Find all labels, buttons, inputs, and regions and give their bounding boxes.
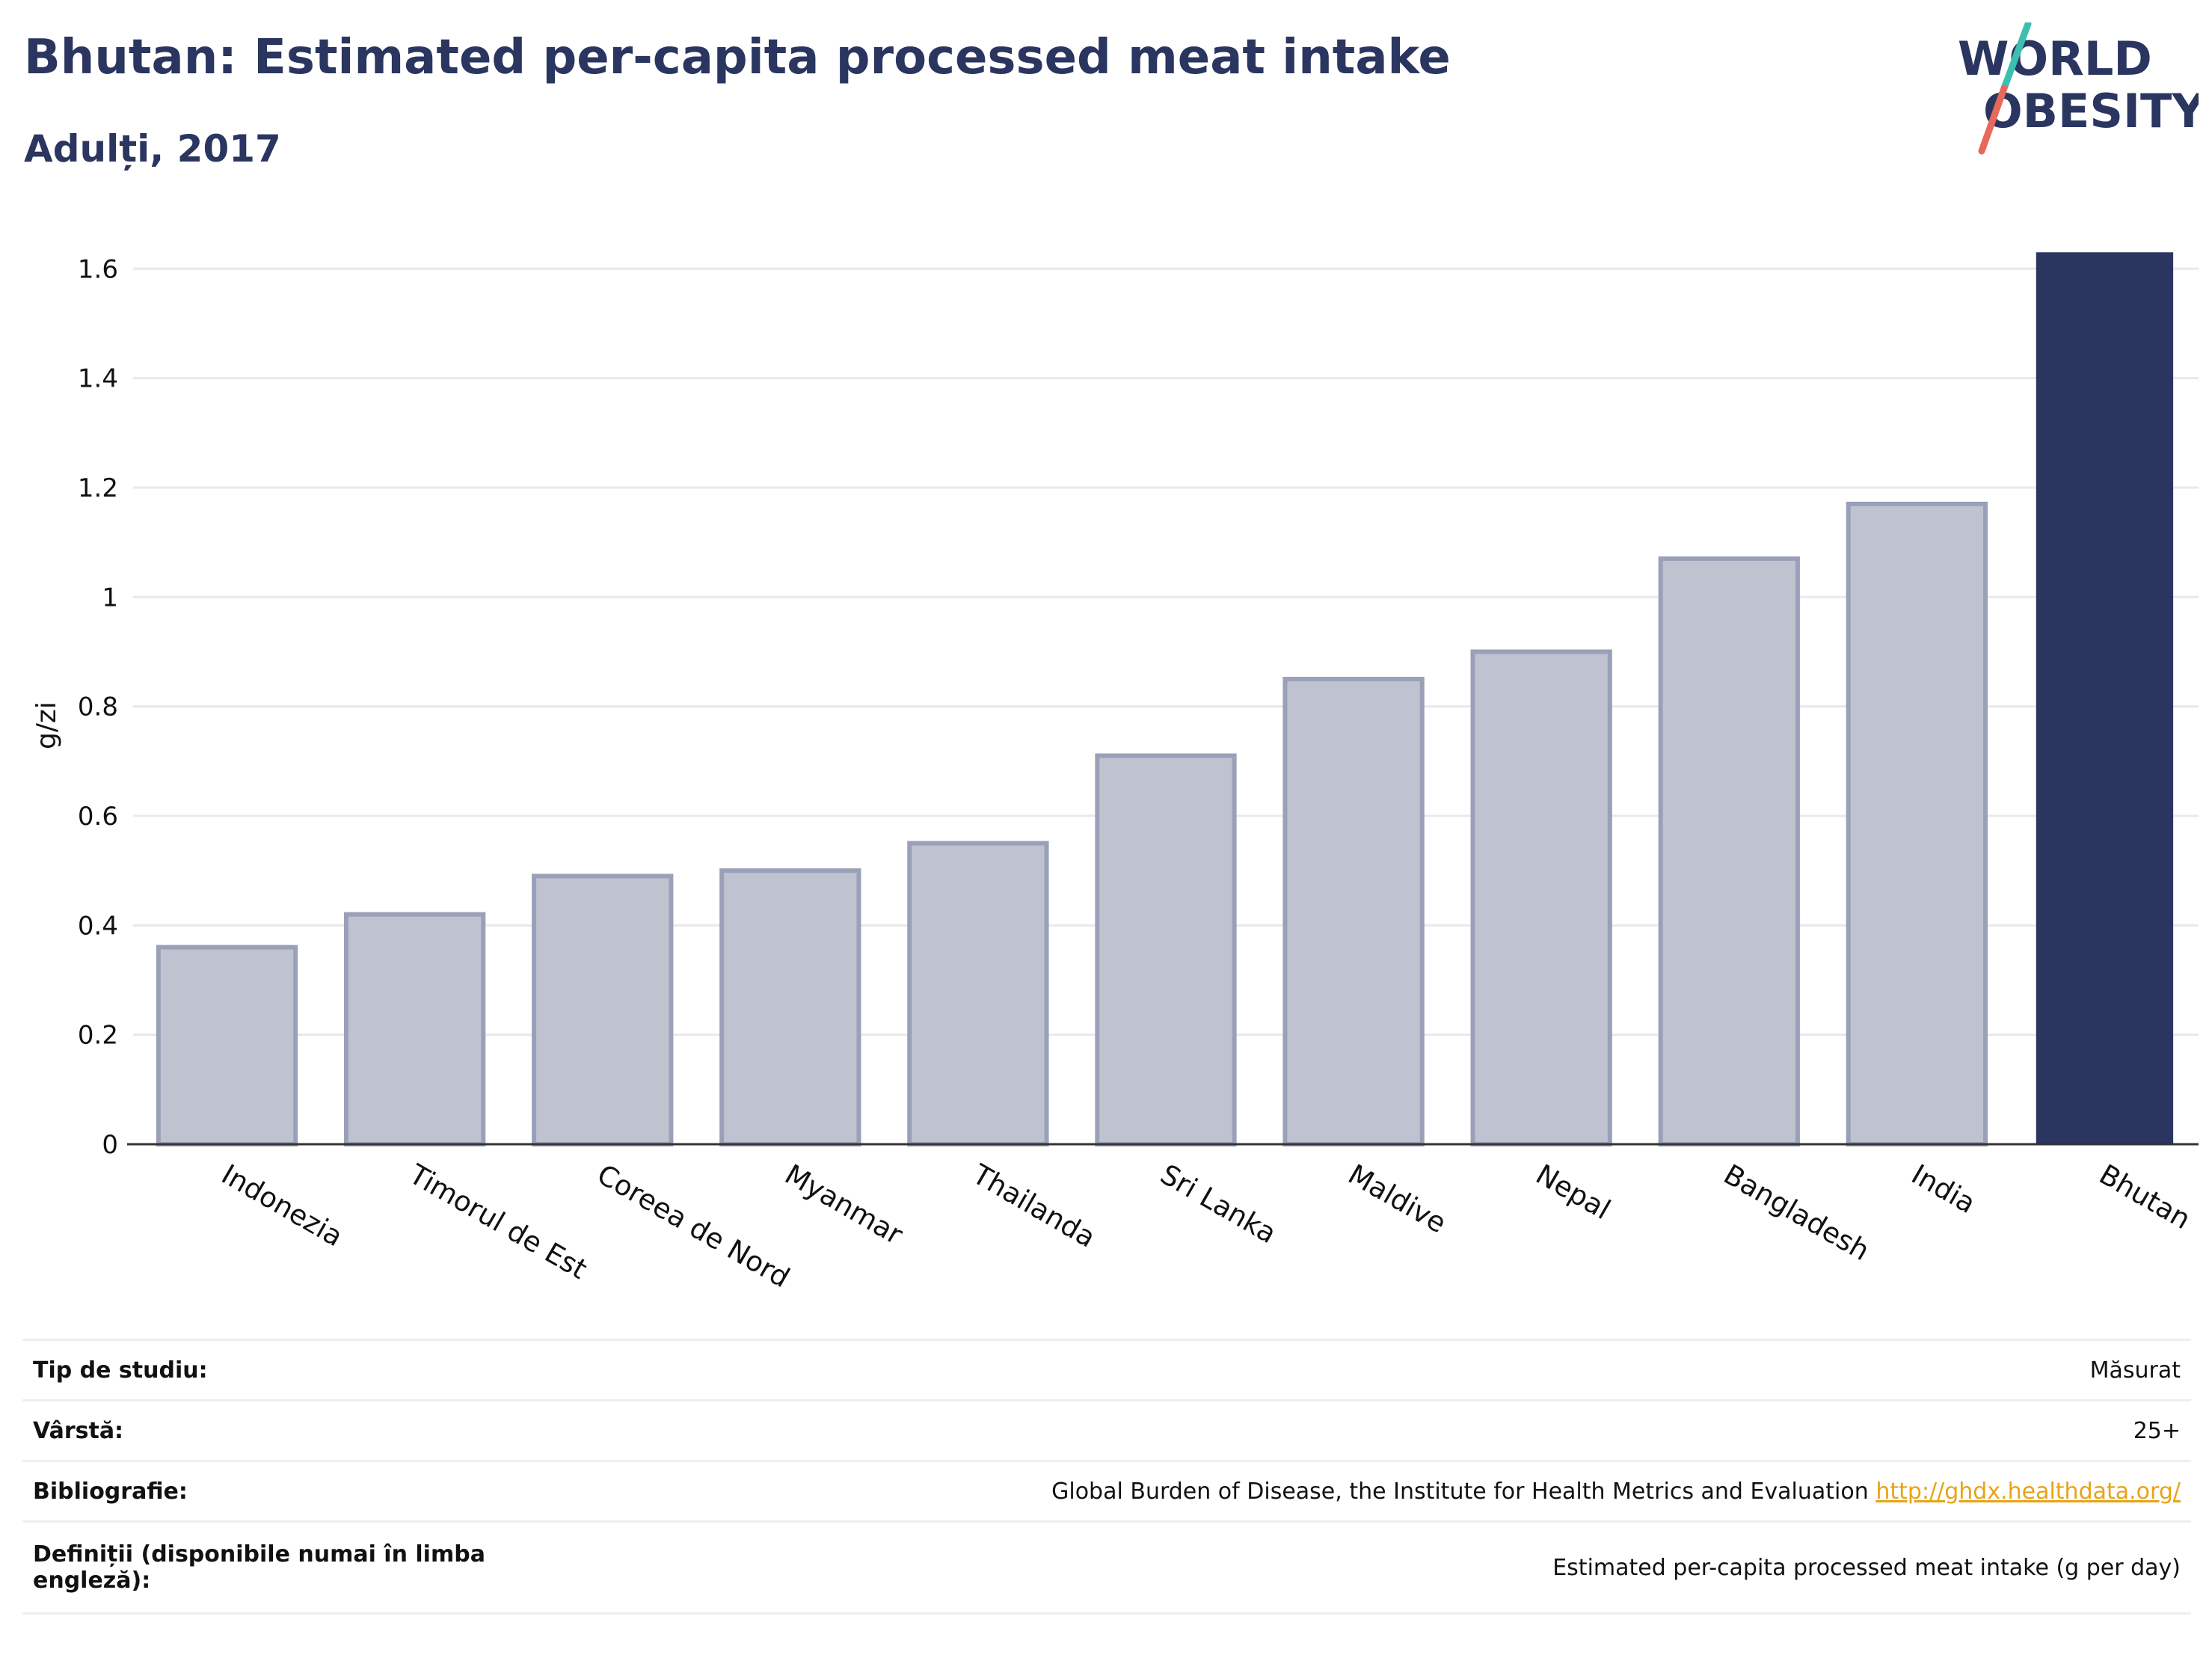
x-tick-label: Coreea de Nord [592, 1158, 795, 1295]
x-tick-label: Bangladesh [1718, 1158, 1875, 1268]
x-tick-label: Myanmar [779, 1158, 909, 1252]
logo-slash-teal [2000, 22, 2032, 92]
y-tick-label: 1 [102, 583, 118, 612]
meta-value: Măsurat [522, 1339, 2191, 1401]
meta-value: 25+ [522, 1399, 2191, 1462]
x-tick-label: Sri Lanka [1155, 1158, 1282, 1250]
chart-title: Bhutan: Estimated per-capita processed m… [24, 30, 1451, 85]
bars [156, 252, 2174, 1147]
bar-bangladesh [1658, 556, 1800, 1146]
bar-nepal [1470, 649, 1612, 1146]
bar-timorul-de-est [343, 912, 486, 1147]
x-tick-label: Thailanda [967, 1158, 1102, 1254]
logo-slash-coral [1978, 85, 2008, 155]
bar-bhutan [2036, 252, 2174, 1144]
metadata-table: Tip de studiu: Măsurat Vârstă: 25+ Bibli… [22, 1339, 2191, 1615]
y-tick-label: 0 [102, 1130, 118, 1160]
y-tick-label: 1.4 [78, 364, 118, 394]
logo-text-world: WORLD [1958, 31, 2152, 86]
bar-chart: 0 0.2 0.4 0.6 0.8 1 1.2 1.4 1.6 g/zi Indonezia Timo… [31, 252, 2199, 1295]
meta-row-age: Vârstă: 25+ [22, 1399, 2191, 1462]
meta-value: Estimated per-capita processed meat inta… [522, 1520, 2191, 1615]
x-tick-label: Maldive [1343, 1158, 1452, 1240]
meta-key: Definiții (disponibile numai în limba en… [22, 1520, 522, 1615]
bar-india [1846, 501, 1988, 1146]
bar-maldive [1282, 677, 1425, 1146]
bar-indonezia [156, 945, 298, 1146]
x-tick-label: Indonezia [216, 1158, 348, 1253]
bar-thailanda [907, 841, 1049, 1147]
meta-value-cell: Global Burden of Disease, the Institute … [522, 1460, 2191, 1523]
logo-text-obesity: OBESITY [1983, 84, 2199, 138]
y-tick-label: 0.2 [78, 1021, 118, 1051]
y-tick-label: 0.4 [78, 911, 118, 941]
y-tick-label: 0.6 [78, 802, 118, 832]
y-axis-title: g/zi [31, 701, 62, 749]
bar-sri-lanka [1095, 753, 1237, 1146]
bibliography-link[interactable]: http://ghdx.healthdata.org/ [1875, 1478, 2181, 1505]
meta-row-bibliography: Bibliografie: Global Burden of Disease, … [22, 1460, 2191, 1523]
bibliography-text: Global Burden of Disease, the Institute … [1051, 1478, 1869, 1505]
x-tick-label: India [1906, 1158, 1981, 1220]
meta-key: Tip de studiu: [22, 1339, 522, 1401]
bar-coreea-de-nord [532, 873, 674, 1146]
meta-row-study-type: Tip de studiu: Măsurat [22, 1339, 2191, 1401]
chart-subtitle: Adulți, 2017 [24, 127, 281, 171]
x-tick-label: Bhutan [2094, 1158, 2196, 1236]
bar-myanmar [719, 868, 861, 1147]
x-tick-label: Timorul de Est [403, 1158, 592, 1286]
x-tick-label: Nepal [1531, 1158, 1616, 1226]
meta-key: Vârstă: [22, 1399, 522, 1462]
y-tick-label: 1.6 [78, 254, 118, 284]
world-obesity-logo: WORLD OBESITY [1958, 22, 2199, 155]
y-tick-label: 1.2 [78, 473, 118, 503]
meta-key: Bibliografie: [22, 1460, 522, 1523]
y-tick-label: 0.8 [78, 693, 118, 722]
meta-row-definitions: Definiții (disponibile numai în limba en… [22, 1520, 2191, 1615]
